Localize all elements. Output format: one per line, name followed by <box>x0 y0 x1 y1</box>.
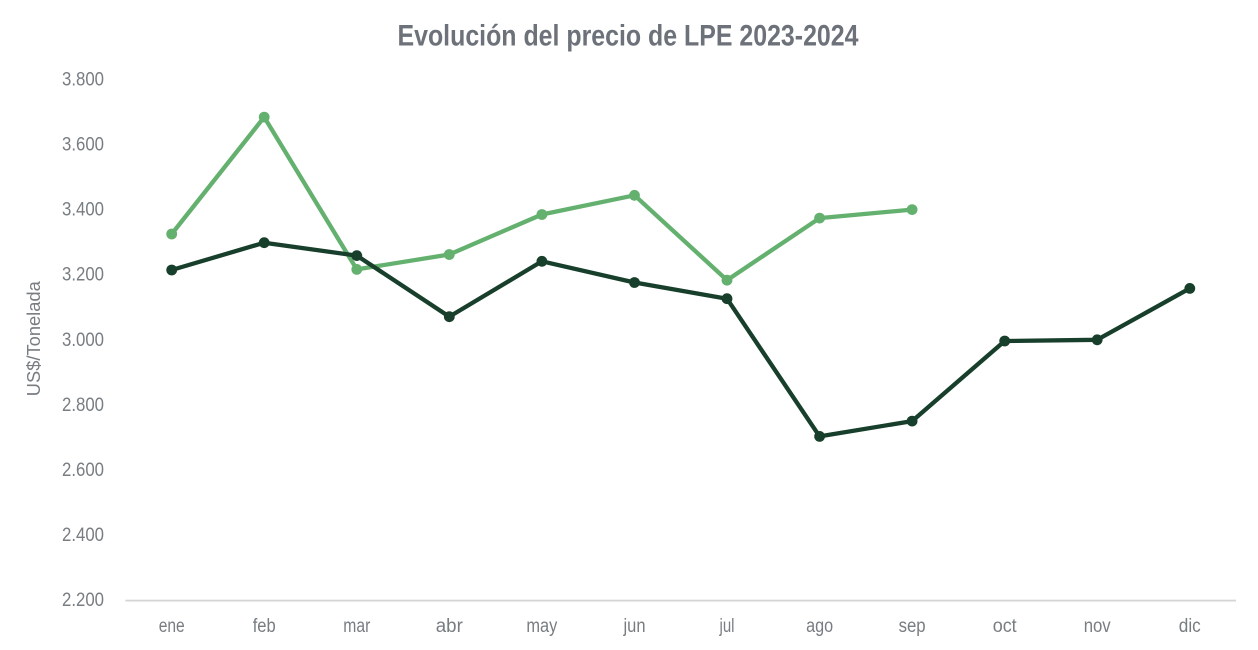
svg-text:ago: ago <box>806 616 833 637</box>
svg-text:US$/Tonelada: US$/Tonelada <box>24 280 44 396</box>
svg-text:ene: ene <box>159 616 185 637</box>
svg-text:dic: dic <box>1179 616 1201 637</box>
svg-text:3.000: 3.000 <box>62 330 104 351</box>
svg-text:mar: mar <box>343 616 371 637</box>
svg-text:abr: abr <box>436 616 464 637</box>
svg-text:jun: jun <box>623 616 646 637</box>
svg-text:2.200: 2.200 <box>62 590 104 611</box>
svg-text:oct: oct <box>993 616 1018 637</box>
svg-text:feb: feb <box>253 616 276 637</box>
svg-text:3.200: 3.200 <box>62 265 104 286</box>
svg-text:3.800: 3.800 <box>62 69 104 90</box>
svg-text:3.600: 3.600 <box>62 135 104 156</box>
svg-text:Evolución del precio de LPE 20: Evolución del precio de LPE 2023-2024 <box>398 19 859 52</box>
svg-text:3.400: 3.400 <box>62 200 104 221</box>
svg-text:jul: jul <box>719 616 735 637</box>
svg-text:sep: sep <box>899 616 926 637</box>
svg-text:may: may <box>526 616 557 637</box>
svg-text:2.400: 2.400 <box>62 525 104 546</box>
svg-text:2.800: 2.800 <box>62 395 104 416</box>
svg-text:nov: nov <box>1084 616 1111 637</box>
svg-text:2.600: 2.600 <box>62 460 104 481</box>
